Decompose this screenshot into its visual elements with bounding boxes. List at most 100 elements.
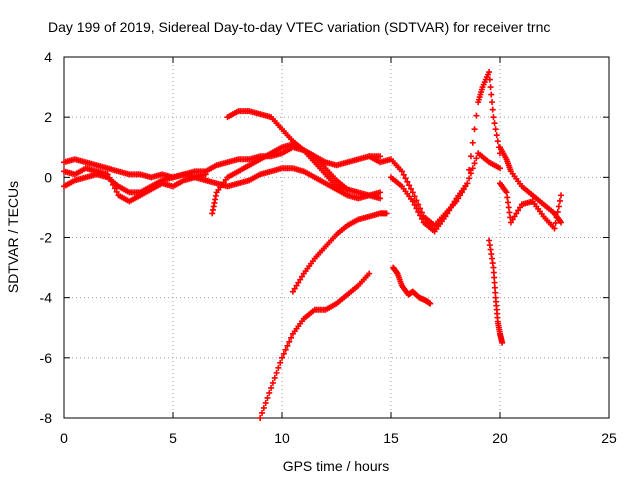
data-point <box>279 354 285 361</box>
x-tick-label: 10 <box>274 430 290 446</box>
data-point <box>111 185 118 192</box>
x-tick-label: 0 <box>60 430 68 446</box>
data-point <box>295 279 302 286</box>
data-point <box>467 153 474 160</box>
series-arc-l <box>497 144 565 226</box>
y-tick-label: -4 <box>40 290 53 306</box>
data-point <box>377 195 384 202</box>
data-point <box>492 289 499 296</box>
y-tick-label: 0 <box>44 169 52 185</box>
data-point <box>442 213 449 220</box>
data-point <box>486 76 493 83</box>
data-point <box>113 188 120 195</box>
data-point <box>286 338 293 345</box>
data-point <box>407 185 414 192</box>
data-point <box>488 91 495 98</box>
data-point <box>504 199 511 206</box>
data-point <box>506 209 513 216</box>
data-point <box>409 198 416 205</box>
x-tick-label: 5 <box>169 430 177 446</box>
data-point <box>515 207 522 214</box>
series-arc-h <box>366 150 503 229</box>
y-axis-ticks: 4 2 0 -2 -4 -6 -8 <box>40 49 609 426</box>
data-point <box>507 219 514 226</box>
data-point <box>106 174 113 181</box>
data-point <box>108 178 115 185</box>
data-point <box>558 219 565 226</box>
data-point <box>466 175 473 182</box>
data-point <box>489 99 496 106</box>
series-arc-k <box>486 237 506 346</box>
grid <box>64 57 609 418</box>
data-point <box>490 264 497 271</box>
data-point <box>280 350 287 357</box>
data-point <box>427 300 434 307</box>
data-point <box>110 181 117 188</box>
y-tick-label: -6 <box>40 350 53 366</box>
data-point <box>288 334 295 341</box>
chart-title: Day 199 of 2019, Sidereal Day-to-day VTE… <box>48 19 550 35</box>
data-point <box>284 342 291 349</box>
data-point <box>418 215 425 222</box>
data-point <box>413 205 420 212</box>
data-point <box>489 106 496 113</box>
y-tick-label: 4 <box>44 49 52 65</box>
data-point <box>499 339 506 346</box>
data-point <box>471 126 478 133</box>
series-arc-m <box>497 180 565 232</box>
data-point <box>264 394 271 401</box>
data-point <box>202 171 209 178</box>
data-point <box>273 369 280 376</box>
data-point <box>268 384 275 391</box>
data-point <box>411 201 418 208</box>
data-point <box>466 166 473 173</box>
y-tick-label: -8 <box>40 410 53 426</box>
series-arc-j <box>390 264 434 307</box>
data-point <box>491 120 498 127</box>
data-point <box>293 282 300 289</box>
y-tick-label: -2 <box>40 230 53 246</box>
data-point <box>551 225 558 232</box>
data-point <box>257 415 264 421</box>
y-axis-label: SDTVAR / TECUs <box>5 181 21 293</box>
data-point <box>511 213 518 220</box>
x-axis-label: GPS time / hours <box>283 458 390 474</box>
data-point <box>262 399 269 406</box>
data-point <box>404 178 411 185</box>
data-point <box>406 182 413 189</box>
data-point <box>494 138 501 145</box>
data-point <box>277 359 284 366</box>
data-point <box>490 114 497 121</box>
data-point <box>486 69 493 76</box>
data-point <box>400 171 407 178</box>
data-point <box>415 208 422 215</box>
data-point <box>555 203 562 210</box>
data-point <box>260 404 267 411</box>
data-point <box>413 197 420 204</box>
data-point <box>513 210 520 217</box>
data-point <box>104 171 111 178</box>
x-axis-ticks: 0 5 10 15 20 25 <box>60 57 617 446</box>
series-arc-c <box>61 165 209 205</box>
data-point <box>473 155 480 162</box>
series-arc-b <box>61 165 384 202</box>
data-point <box>297 276 304 283</box>
data-point <box>446 207 453 214</box>
data-point <box>471 160 478 167</box>
series-arc-e <box>224 108 384 202</box>
x-tick-label: 20 <box>492 430 508 446</box>
series-arc-f <box>289 210 390 295</box>
series-arc-d <box>209 141 351 217</box>
data-point <box>516 204 523 211</box>
data-point <box>447 204 454 211</box>
data-point <box>271 374 278 381</box>
data-point <box>298 273 305 280</box>
data-point <box>449 201 456 208</box>
y-tick-label: 2 <box>44 109 52 125</box>
data-point <box>556 197 563 204</box>
data-point <box>275 364 282 371</box>
data-point <box>259 409 266 416</box>
data-point <box>411 193 418 200</box>
series-arc-g <box>257 270 373 421</box>
